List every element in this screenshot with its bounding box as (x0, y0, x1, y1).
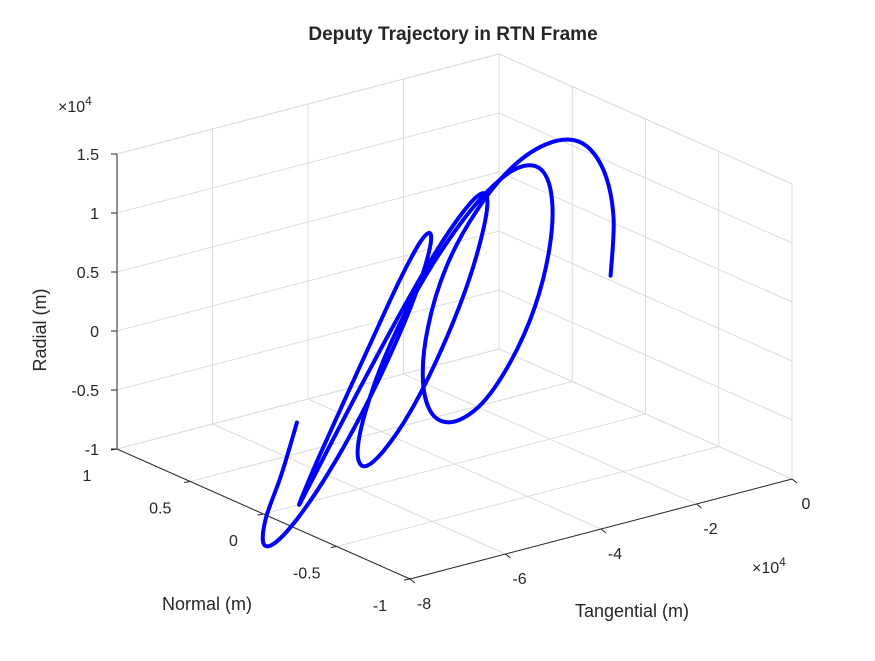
grid-line-y-floor (336, 446, 719, 547)
x-tick-label: -8 (417, 596, 431, 613)
y-tick-label: 0.5 (149, 501, 171, 518)
box-edge (116, 53, 500, 155)
grid-line-z-side (498, 289, 793, 421)
grid-line-z-side (498, 112, 793, 244)
axis-layer: -8 -6 -4 -2 0 -1 -0.5 0 0.5 1 -1 -0.5 0 0.5 1 1.5 (71, 147, 810, 615)
y-tick-label: -1 (373, 598, 387, 615)
grid-line-y-floor (263, 413, 646, 515)
x-tick-label: -4 (608, 546, 622, 563)
y-tick-label: 1 (83, 468, 92, 485)
y-tick-label: -0.5 (293, 566, 321, 583)
x-tick-mark (600, 528, 607, 534)
chart-title: Deputy Trajectory in RTN Frame (308, 24, 597, 45)
x-tick-label: -6 (512, 571, 526, 588)
z-tick-label: 0 (90, 324, 99, 341)
x-tick-mark (791, 478, 798, 484)
grid-line-z-back (116, 171, 500, 273)
z-tick-label: -1 (85, 442, 99, 459)
grid-line-z-side (498, 171, 793, 303)
y-tick-mark (257, 513, 264, 516)
x-tick-label: 0 (802, 496, 811, 513)
trajectory-line (260, 137, 616, 549)
x-axis-label: Tangential (m) (575, 601, 689, 621)
y-tick-mark (184, 481, 191, 483)
grid-line-z-back (116, 230, 500, 332)
y-tick-label: 0 (229, 533, 238, 550)
x-tick-label: -2 (703, 521, 717, 538)
z-tick-label: 1 (90, 206, 99, 223)
grid-line-y-floor (190, 381, 573, 482)
z-tick-label: 0.5 (77, 265, 99, 282)
grid-line-z-back (116, 112, 500, 214)
z-tick-label: 1.5 (77, 147, 99, 164)
x-tick-mark (409, 578, 416, 584)
z-axis-exponent: ×104 (58, 94, 92, 116)
y-axis-label: Normal (m) (162, 594, 252, 614)
z-tick-label: -0.5 (71, 383, 99, 400)
box-edge (498, 53, 793, 185)
x-tick-mark (505, 553, 511, 559)
y-tick-mark (403, 578, 411, 581)
data-layer (260, 137, 616, 549)
x-tick-mark (696, 503, 702, 509)
grid-line-z-side (498, 348, 793, 480)
x-axis-exponent: ×104 (752, 555, 786, 577)
y-tick-mark (330, 546, 337, 548)
grid-line-z-back (116, 289, 500, 391)
z-axis-label: Radial (m) (30, 288, 50, 371)
